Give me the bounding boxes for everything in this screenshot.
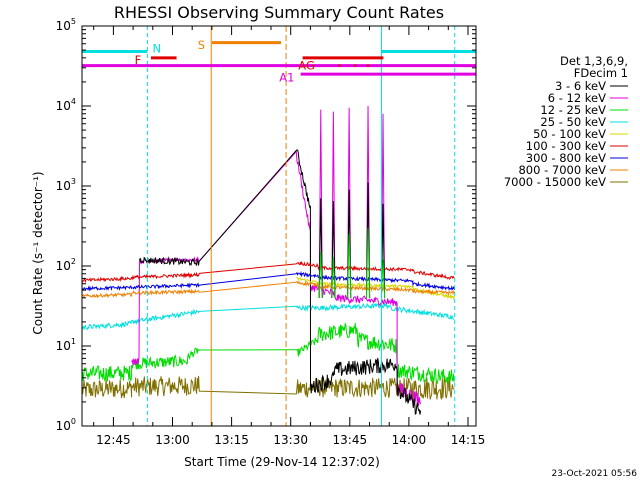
legend-entry-label: 800 - 7000 keV	[518, 163, 606, 177]
legend-entry-label: 3 - 6 keV	[555, 79, 606, 93]
legend-entry-label: 7000 - 15000 keV	[504, 175, 606, 189]
x-axis-label: Start Time (29-Nov-14 12:37:02)	[184, 455, 380, 469]
flare-spike	[380, 113, 386, 298]
flag-label-n: N	[153, 42, 162, 56]
chart-title: RHESSI Observing Summary Count Rates	[114, 3, 444, 22]
legend-entry-label: 100 - 300 keV	[526, 139, 606, 153]
y-ticks: 100 101 102 103 104 105	[56, 17, 476, 433]
x-tick-label: 13:30	[273, 433, 308, 447]
plot-layer	[81, 26, 476, 426]
y-tick-label: 105	[56, 17, 76, 33]
y-tick-label: 100	[56, 417, 76, 433]
x-tick-label: 12:45	[96, 433, 131, 447]
flare-spike	[318, 198, 323, 298]
y-tick-label: 102	[56, 257, 76, 273]
y-tick-label: 101	[56, 337, 76, 353]
legend-entry-label: 25 - 50 keV	[540, 115, 606, 129]
flare-spike	[331, 256, 336, 298]
legend-entry-label: 300 - 800 keV	[526, 151, 606, 165]
flare-spike	[347, 234, 352, 298]
series-line-25-50kev	[81, 302, 455, 331]
x-tick-label: 14:15	[451, 433, 486, 447]
y-tick-label: 103	[56, 177, 76, 193]
flare-spike	[380, 259, 386, 298]
series-line-800-7000kev	[81, 280, 455, 299]
legend-entry-label: 12 - 25 keV	[540, 103, 606, 117]
legend-entry-label: 50 - 100 keV	[533, 127, 606, 141]
flag-labels: NF S AG A1	[135, 38, 315, 84]
legend-entry-label: 6 - 12 keV	[548, 91, 606, 105]
x-tick-label: 13:00	[155, 433, 190, 447]
series-line-50-100kev	[296, 276, 455, 300]
y-axis-label: Count Rate (s⁻¹ detector⁻¹)	[31, 171, 45, 334]
flare-spike	[331, 200, 336, 298]
x-ticks: 12:45 13:00 13:15 13:30 13:45 14:00 14:15	[93, 26, 486, 447]
flag-label-f: F	[135, 53, 142, 67]
series-line-100-300kev	[81, 260, 455, 284]
timestamp: 23-Oct-2021 05:56	[552, 469, 638, 479]
flag-label-a1: A1	[279, 70, 294, 84]
series-line-300-800kev	[81, 270, 455, 292]
legend-header: FDecim 1	[574, 66, 628, 80]
flare-spike	[318, 251, 323, 298]
flag-label-s: S	[198, 38, 205, 52]
y-tick-label: 104	[56, 97, 76, 113]
flare-spike	[365, 227, 371, 298]
flag-label-ag: AG	[298, 59, 315, 73]
legend-header: Det 1,3,6,9,	[560, 54, 628, 68]
x-tick-label: 13:45	[333, 433, 368, 447]
flare-spike	[380, 203, 386, 298]
series-line-3-6kev	[139, 149, 422, 415]
x-tick-label: 13:15	[214, 433, 249, 447]
series-line-12-25kev	[81, 322, 455, 385]
x-tick-label: 14:00	[392, 433, 427, 447]
plot-frame	[81, 25, 477, 427]
